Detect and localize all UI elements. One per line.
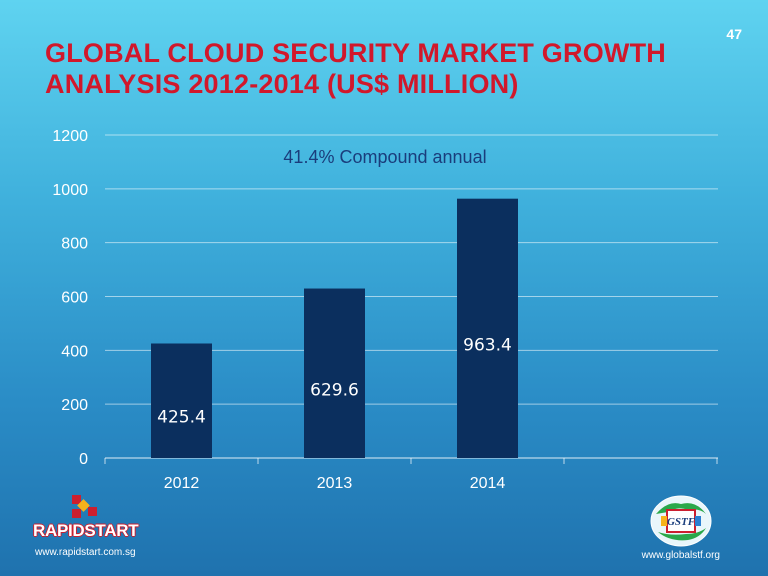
rapidstart-logo: RAPIDSTART (33, 493, 151, 557)
x-axis-tick-labels: 2012 2013 2014 (164, 475, 506, 492)
bar-2013 (304, 288, 365, 458)
y-tick-label: 200 (61, 397, 88, 414)
data-label: 425.4 (157, 408, 206, 428)
y-tick-label: 0 (79, 451, 88, 468)
y-tick-label: 1200 (52, 128, 88, 145)
rapidstart-url: www.rapidstart.com.sg (35, 547, 136, 558)
data-label: 963.4 (463, 335, 512, 355)
y-tick-label: 800 (61, 236, 88, 253)
slide-title: GLOBAL CLOUD SECURITY MARKET GROWTH ANAL… (45, 38, 725, 100)
x-tick-label: 2012 (164, 475, 200, 492)
y-tick-label: 600 (61, 290, 88, 307)
y-tick-label: 1000 (52, 182, 88, 199)
bar-2014 (457, 198, 518, 459)
data-label: 629.6 (310, 380, 359, 400)
slide-title-line-1: GLOBAL CLOUD SECURITY MARKET GROWTH (45, 38, 666, 68)
rapidstart-logo-text: RAPIDSTART (33, 521, 139, 540)
y-axis-tick-labels: 0 200 400 600 800 1000 1200 (52, 128, 88, 468)
x-tick-label: 2013 (317, 475, 353, 492)
gstf-url: www.globalstf.org (641, 550, 720, 561)
gstf-logo: GSTF (650, 495, 712, 547)
chart-annotation: 41.4% Compound annual (283, 147, 486, 167)
gstf-logo-text: GSTF (667, 516, 696, 528)
chart-data-labels: 425.4 629.6 963.4 (157, 335, 512, 427)
bar-2012 (151, 343, 212, 458)
page-number: 47 (726, 26, 742, 42)
chart-bars (151, 198, 518, 459)
x-tick-label: 2014 (470, 475, 506, 492)
y-tick-label: 400 (61, 343, 88, 360)
slide-title-line-2: ANALYSIS 2012-2014 (US$ MILLION) (45, 69, 519, 99)
rapidstart-mark-icon (72, 495, 97, 518)
